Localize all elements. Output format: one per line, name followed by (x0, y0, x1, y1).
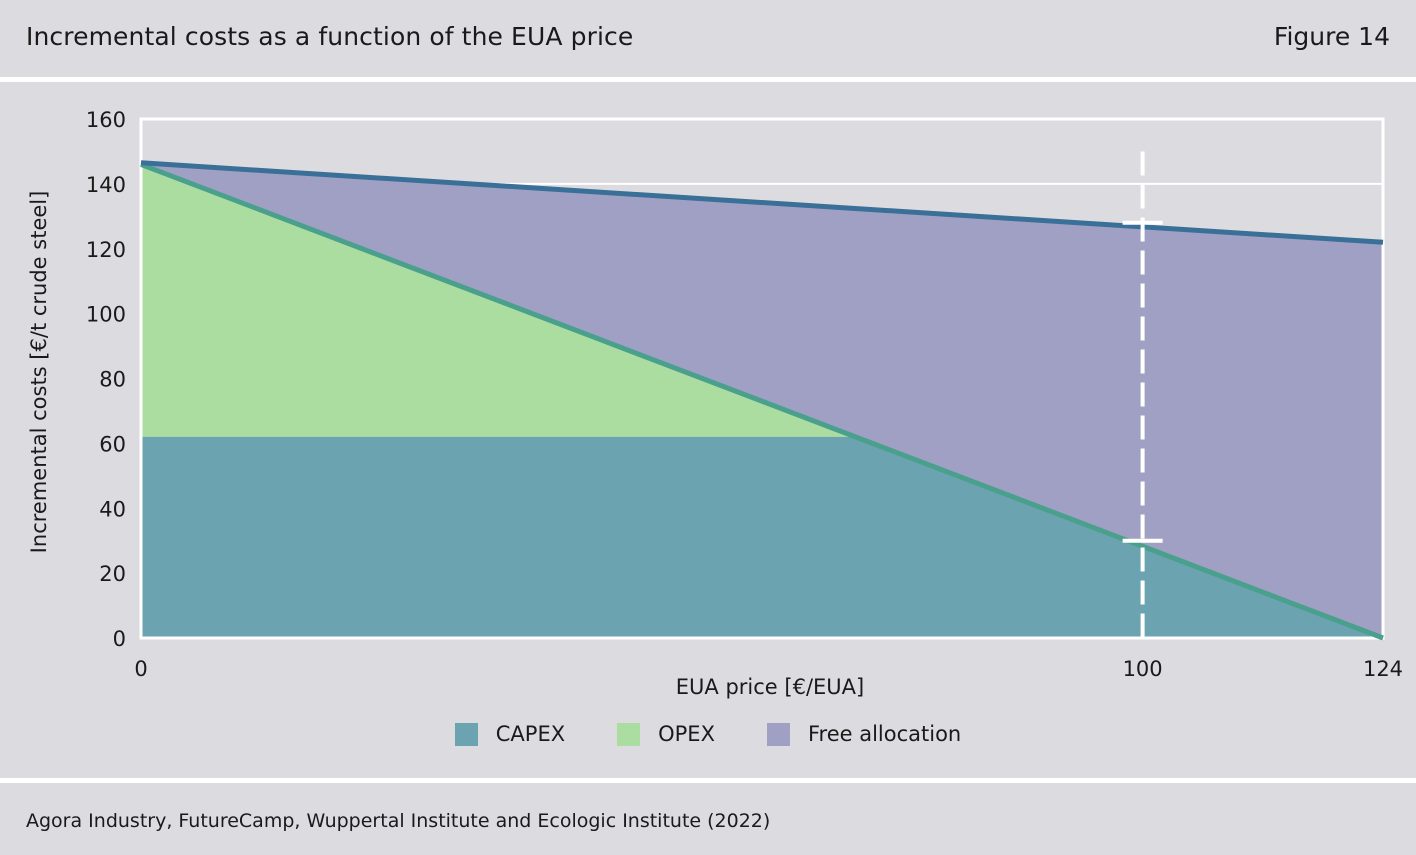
legend-swatch (454, 722, 478, 746)
y-tick-label: 120 (86, 238, 126, 262)
legend-item: CAPEX (454, 722, 566, 746)
legend-label: CAPEX (495, 722, 566, 746)
header: Incremental costs as a function of the E… (0, 0, 1416, 78)
page-title: Incremental costs as a function of the E… (26, 22, 634, 51)
legend-item: OPEX (617, 722, 715, 746)
y-tick-label: 0 (113, 627, 126, 651)
legend-swatch (617, 722, 641, 746)
header-divider (0, 77, 1416, 82)
x-axis-label: EUA price [€/EUA] (676, 675, 864, 699)
footer-divider (0, 778, 1416, 783)
chart: 0 20 40 60 80 100 120 140 160 0 100 124 EUA price [€… (27, 108, 1403, 699)
y-tick-label: 80 (99, 368, 126, 392)
y-tick-label: 20 (99, 562, 126, 586)
plot-frame (139, 117, 1385, 640)
legend-swatch (766, 722, 790, 746)
legend-item: Free allocation (766, 722, 962, 746)
legend: CAPEX OPEX Free allocation (0, 722, 1416, 746)
y-tick-label: 140 (86, 173, 126, 197)
legend-label: Free allocation (807, 722, 962, 746)
y-tick-label: 60 (99, 432, 126, 456)
y-tick-label: 160 (86, 108, 126, 132)
capex-area (141, 436, 1383, 638)
source-note: Agora Industry, FutureCamp, Wuppertal In… (26, 810, 771, 832)
x-tick-label: 100 (1123, 657, 1163, 681)
figure-label: Figure 14 (1273, 22, 1390, 51)
y-axis-label: Incremental costs [€/t crude steel] (27, 191, 51, 554)
total-cost-line (140, 160, 1384, 245)
y-tick-label: 40 (99, 497, 126, 521)
legend-label: OPEX (658, 722, 715, 746)
y-tick-label: 100 (86, 303, 126, 327)
x-tick-label: 124 (1363, 657, 1403, 681)
opex-line (140, 162, 1384, 641)
x-tick-label: 0 (134, 657, 147, 681)
